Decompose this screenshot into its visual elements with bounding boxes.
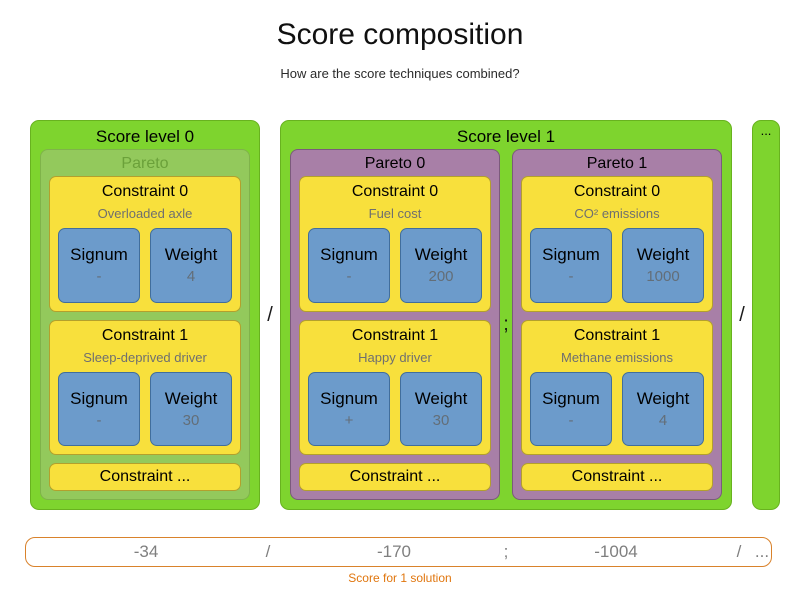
signum-value: + [344,411,354,429]
score-separator: ; [503,542,509,561]
score-level-0-paretos: Pareto Constraint 0 Overloaded axle Sign… [40,149,250,500]
signum-box: Signum - [58,371,140,446]
signum-label: Signum [542,388,600,408]
constraint-card: Constraint 0 CO² emissions Signum - Weig… [521,176,713,312]
score-level-0-box: Score level 0 Pareto Constraint 0 Overlo… [30,120,260,510]
signum-weight-row: Signum + Weight 30 [308,371,482,446]
constraint-list: Constraint 0 Fuel cost Signum - Weight 2… [299,176,491,491]
page-title: Score composition [276,18,524,51]
constraint-description: Methane emissions [561,349,673,365]
score-bar: -34 / -170 ; -1004 / ... [25,537,772,567]
signum-label: Signum [320,245,378,265]
constraint-card: Constraint 1 Sleep-deprived driver Signu… [49,319,241,455]
score-value-pareto-0: -170 [376,542,412,561]
weight-box: Weight 1000 [622,228,704,303]
signum-box: Signum - [530,228,612,303]
constraint-list: Constraint 0 Overloaded axle Signum - We… [49,176,241,491]
constraint-more-card: Constraint ... [299,463,491,491]
constraint-label: Constraint 1 [101,326,189,344]
weight-label: Weight [164,388,218,408]
weight-label: Weight [636,388,690,408]
weight-label: Weight [414,388,468,408]
constraint-label: Constraint 1 [351,326,439,344]
signum-weight-row: Signum - Weight 200 [308,228,482,303]
weight-value: 30 [182,411,200,429]
level-separator: / [267,303,273,326]
weight-label: Weight [414,245,468,265]
weight-box: Weight 4 [622,371,704,446]
pareto-label: Pareto 1 [586,155,648,172]
signum-label: Signum [70,245,128,265]
pareto-0-box: Pareto 0 Constraint 0 Fuel cost Signum - [290,149,500,500]
level-separator: / [739,303,745,326]
signum-weight-row: Signum - Weight 1000 [530,228,704,303]
score-value-pareto-1: -1004 [594,542,638,561]
signum-weight-row: Signum - Weight 4 [530,371,704,446]
weight-box: Weight 4 [150,228,232,303]
score-level-1-paretos: Pareto 0 Constraint 0 Fuel cost Signum - [290,149,722,500]
pareto-box: Pareto Constraint 0 Overloaded axle Sign… [40,149,250,500]
signum-value: - [568,268,574,286]
score-composition-diagram: Score level 0 Pareto Constraint 0 Overlo… [30,120,780,510]
score-level-1-label: Score level 1 [456,127,556,146]
weight-value: 4 [186,268,196,286]
weight-label: Weight [636,245,690,265]
signum-weight-row: Signum - Weight 4 [58,228,232,303]
constraint-description: CO² emissions [574,206,660,221]
weight-value: 30 [432,411,450,429]
constraint-label: Constraint 0 [573,183,661,200]
weight-value: 1000 [646,268,680,286]
signum-label: Signum [320,388,378,408]
signum-box: Signum - [58,228,140,303]
signum-value: - [96,268,102,286]
constraint-description: Happy driver [358,349,432,365]
signum-value: - [568,411,574,429]
weight-label: Weight [164,245,218,265]
signum-weight-row: Signum - Weight 30 [58,371,232,446]
signum-value: - [346,268,352,286]
pareto-label: Pareto 0 [364,155,426,172]
signum-box: Signum + [308,371,390,446]
score-ellipsis: ... [754,542,770,561]
more-score-levels-bar: ... [752,120,780,510]
constraint-description: Fuel cost [368,206,422,221]
score-bar-caption: Score for 1 solution [348,571,452,585]
score-level-1-box: Score level 1 Pareto 0 Constraint 0 Fuel… [280,120,732,510]
constraint-label: Constraint 0 [101,183,189,200]
signum-value: - [96,411,102,429]
weight-box: Weight 200 [400,228,482,303]
constraint-card: Constraint 0 Fuel cost Signum - Weight 2… [299,176,491,312]
constraint-more-card: Constraint ... [49,463,241,491]
constraint-list: Constraint 0 CO² emissions Signum - Weig… [521,176,713,491]
weight-value: 4 [658,411,668,429]
score-value-level-0: -34 [133,542,159,561]
more-score-levels-label: ... [760,123,772,138]
constraint-card: Constraint 1 Methane emissions Signum - … [521,319,713,455]
weight-box: Weight 30 [150,371,232,446]
signum-box: Signum - [530,371,612,446]
weight-box: Weight 30 [400,371,482,446]
constraint-description: Sleep-deprived driver [83,349,207,365]
weight-value: 200 [428,268,454,286]
pareto-separator: ; [503,313,509,335]
pareto-1-box: Pareto 1 Constraint 0 CO² emissions Sign… [512,149,722,500]
constraint-label: Constraint 1 [573,326,661,344]
constraint-description: Overloaded axle [97,206,193,221]
constraint-label: Constraint 0 [351,183,439,200]
score-separator: / [265,542,271,561]
constraint-more-card: Constraint ... [521,463,713,491]
score-level-0-label: Score level 0 [95,127,195,146]
pareto-label: Pareto [121,155,169,172]
signum-label: Signum [542,245,600,265]
page-subtitle: How are the score techniques combined? [280,66,520,81]
signum-box: Signum - [308,228,390,303]
constraint-card: Constraint 0 Overloaded axle Signum - We… [49,176,241,312]
signum-label: Signum [70,388,128,408]
score-separator: / [736,542,742,561]
constraint-card: Constraint 1 Happy driver Signum + Weigh… [299,319,491,455]
